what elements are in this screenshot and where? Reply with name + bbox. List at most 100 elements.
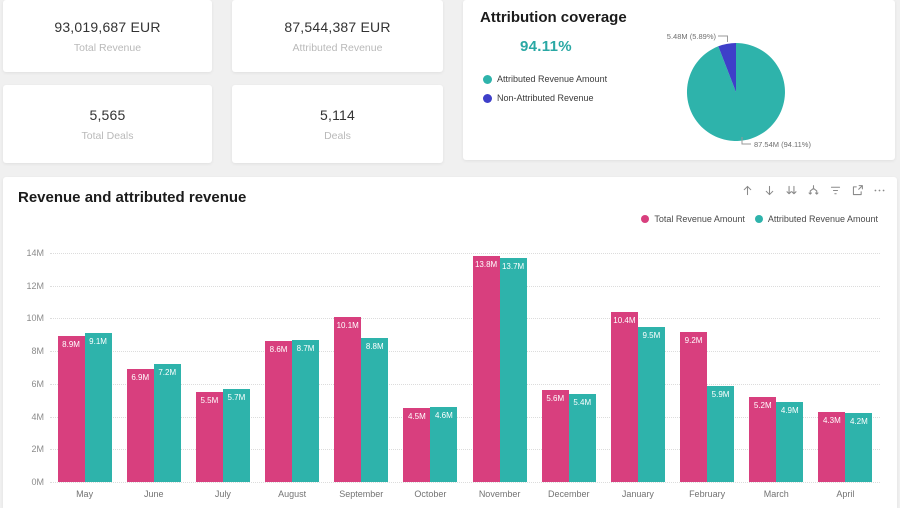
bar-value-label: 9.2M [684, 335, 703, 345]
bar-pair: 10.4M 9.5M [610, 311, 665, 482]
pie [686, 42, 785, 141]
bar-group-june: 6.9M 7.2M June [119, 253, 188, 499]
bar-chart-plot-area: 0M 2M 4M 6M 8M 10M 12M 14M 8.9M 9.1M May 6.9M 7.2M Ju… [26, 248, 880, 499]
bar-value-label: 4.5M [408, 412, 426, 422]
kpi-value: 5,114 [320, 106, 355, 123]
kpi-value: 5,565 [89, 106, 126, 123]
bar-value-label: 4.6M [435, 410, 453, 420]
bar-value-label: 5.4M [573, 397, 592, 407]
bar-value-label: 5.7M [227, 392, 246, 402]
coverage-percentage: 94.11% [520, 38, 572, 55]
filters-icon[interactable] [828, 183, 843, 198]
bar-group-may: 8.9M 9.1M May [50, 253, 119, 499]
bar-value-label: 13.8M [474, 260, 498, 270]
legend-item-non-attributed[interactable]: Non-Attributed Revenue [483, 93, 607, 103]
x-axis-label-march: March [763, 489, 789, 499]
bar-group-december: 5.6M 5.4M December [534, 253, 603, 499]
y-axis-tick: 10M [26, 313, 44, 324]
bar-total-revenue-amount[interactable]: 13.8M [472, 256, 500, 482]
bar-total-revenue-amount[interactable]: 5.5M [195, 392, 223, 482]
kpi-card-total-revenue: 93,019,687 EUR Total Revenue [3, 0, 212, 72]
gridline-8M [50, 351, 880, 353]
bar-attributed-revenue-amount[interactable]: 13.7M [499, 257, 527, 482]
legend-item-attributed-revenue[interactable]: Attributed Revenue Amount [754, 214, 878, 224]
bar-value-label: 5.9M [711, 389, 730, 399]
bar-attributed-revenue-amount[interactable]: 4.6M [430, 406, 458, 482]
bar-value-label: 9.1M [89, 337, 107, 347]
pie-slice-attributed-revenue-amount[interactable] [686, 43, 785, 141]
pie-callout-line-bottom [741, 137, 751, 145]
bar-attributed-revenue-amount[interactable]: 5.7M [222, 388, 250, 482]
bar-total-revenue-amount[interactable]: 6.9M [126, 369, 154, 482]
x-axis-label-november: November [478, 489, 521, 499]
y-axis-tick: 6M [31, 378, 44, 389]
bar-attributed-revenue-amount[interactable]: 9.1M [84, 333, 112, 482]
bar-value-label: 6.9M [131, 373, 150, 383]
legend-dot-teal [483, 74, 492, 84]
bar-total-revenue-amount[interactable]: 5.6M [541, 390, 569, 482]
bar-attributed-revenue-amount[interactable]: 7.2M [153, 364, 181, 482]
focus-mode-icon[interactable] [850, 183, 865, 198]
gridline-14M [50, 253, 880, 254]
pie-label-non-attributed: 5.48M (5.89%) [667, 32, 717, 41]
y-axis-tick: 0M [31, 477, 44, 487]
pie-legend: Attributed Revenue Amount Non-Attributed… [483, 74, 607, 103]
pie-slice-non-attributed-revenue[interactable] [718, 42, 736, 92]
kpi-label: Total Deals [81, 129, 134, 142]
y-axis-tick: 12M [26, 280, 44, 291]
bar-attributed-revenue-amount[interactable]: 5.9M [707, 385, 735, 482]
pie-callout-line-top [718, 35, 728, 42]
bar-value-label: 7.2M [158, 368, 177, 378]
x-axis-label-august: August [278, 489, 307, 499]
legend-dot-blue [483, 93, 492, 103]
legend-label: Attributed Revenue Amount [497, 74, 608, 84]
bar-total-revenue-amount[interactable]: 8.9M [57, 336, 85, 482]
bar-attributed-revenue-amount[interactable]: 8.8M [361, 338, 389, 482]
bar-value-label: 4.2M [850, 417, 868, 427]
kpi-label: Attributed Revenue [292, 41, 383, 54]
bar-value-label: 4.3M [823, 415, 841, 425]
bar-total-revenue-amount[interactable]: 5.2M [749, 396, 777, 482]
more-options-icon[interactable] [872, 183, 887, 198]
x-axis-label-april: April [836, 489, 855, 499]
kpi-card-total-deals: 5,565 Total Deals [3, 85, 212, 163]
bar-value-label: 8.7M [296, 343, 315, 353]
bar-chart-legend: Total Revenue Amount Attributed Revenue … [641, 214, 878, 224]
x-axis-label-february: February [689, 489, 726, 499]
legend-label: Attributed Revenue Amount [767, 214, 878, 224]
bar-attributed-revenue-amount[interactable]: 5.4M [568, 393, 596, 482]
bar-pair: 9.2M 5.9M [680, 331, 735, 482]
gridline-0M [50, 482, 880, 483]
bar-total-revenue-amount[interactable]: 10.4M [610, 311, 638, 482]
bar-total-revenue-amount[interactable]: 8.6M [265, 341, 293, 482]
bar-attributed-revenue-amount[interactable]: 8.7M [292, 339, 320, 482]
drill-down-icon[interactable] [762, 183, 777, 198]
legend-label: Total Revenue Amount [654, 214, 745, 224]
kpi-value: 87,544,387 EUR [284, 18, 391, 35]
kpi-label: Total Revenue [73, 41, 142, 54]
go-to-next-level-icon[interactable] [784, 183, 799, 198]
bar-group-february: 9.2M 5.9M February [673, 253, 742, 499]
legend-item-total-revenue[interactable]: Total Revenue Amount [641, 214, 745, 224]
bar-group-january: 10.4M 9.5M January [603, 253, 672, 499]
y-axis-tick: 8M [31, 346, 44, 357]
bar-value-label: 5.6M [546, 394, 565, 404]
bar-total-revenue-amount[interactable]: 10.1M [334, 316, 362, 482]
bar-attributed-revenue-amount[interactable]: 4.9M [776, 401, 804, 482]
gridline-2M [50, 449, 880, 451]
bar-attributed-revenue-amount[interactable]: 9.5M [637, 326, 665, 482]
bar-attributed-revenue-amount[interactable]: 4.2M [845, 413, 873, 482]
legend-item-attributed[interactable]: Attributed Revenue Amount [483, 74, 607, 84]
revenue-chart-panel: Revenue and attributed revenue Total Rev… [3, 177, 897, 508]
bar-total-revenue-amount[interactable]: 4.3M [818, 411, 846, 482]
bar-pair: 8.9M 9.1M [57, 333, 112, 482]
expand-all-down-icon[interactable] [806, 183, 821, 198]
x-axis-label-september: September [339, 489, 384, 499]
bar-total-revenue-amount[interactable]: 9.2M [680, 331, 708, 482]
drill-up-icon[interactable] [740, 183, 755, 198]
bar-pair: 5.5M 5.7M [195, 388, 250, 482]
legend-dot-pink [641, 215, 650, 223]
bar-total-revenue-amount[interactable]: 4.5M [403, 408, 431, 482]
legend-dot-teal [754, 215, 763, 223]
